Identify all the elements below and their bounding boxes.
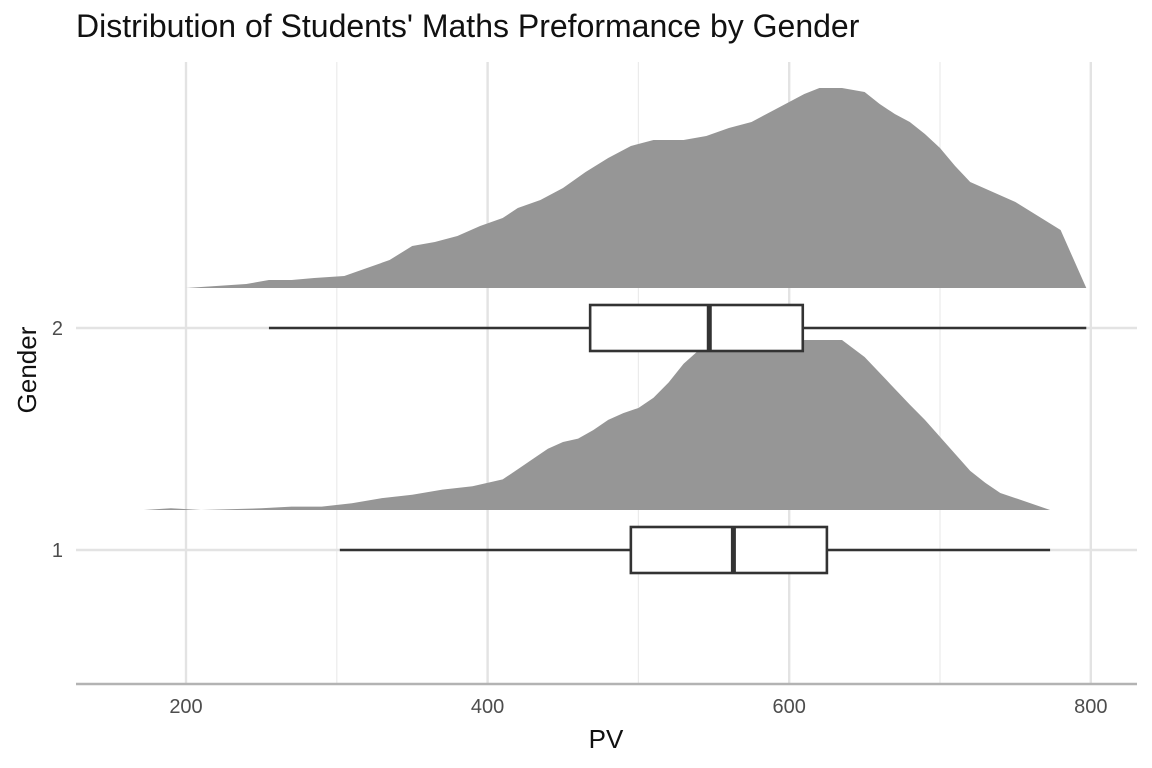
density-ridge-2 — [121, 88, 1087, 288]
x-tick-label: 600 — [773, 696, 806, 718]
y-tick-label: 2 — [52, 318, 63, 340]
x-tick-label: 800 — [1074, 696, 1107, 718]
box-1 — [629, 525, 829, 575]
density-ridge-1 — [143, 340, 1051, 510]
density-ridges — [121, 88, 1087, 510]
grid-lines — [76, 62, 1137, 684]
box-2 — [588, 303, 805, 353]
x-tick-labels: 200 400 600 800 — [169, 696, 1107, 718]
x-tick-label: 200 — [169, 696, 202, 718]
chart-title: Distribution of Students' Maths Preforma… — [76, 8, 860, 44]
y-tick-label: 1 — [52, 540, 63, 562]
x-axis-title: PV — [589, 724, 624, 754]
y-tick-labels: 12 — [52, 318, 63, 562]
x-tick-label: 400 — [471, 696, 504, 718]
y-axis-title: Gender — [12, 326, 42, 413]
boxplots — [268, 303, 1087, 575]
